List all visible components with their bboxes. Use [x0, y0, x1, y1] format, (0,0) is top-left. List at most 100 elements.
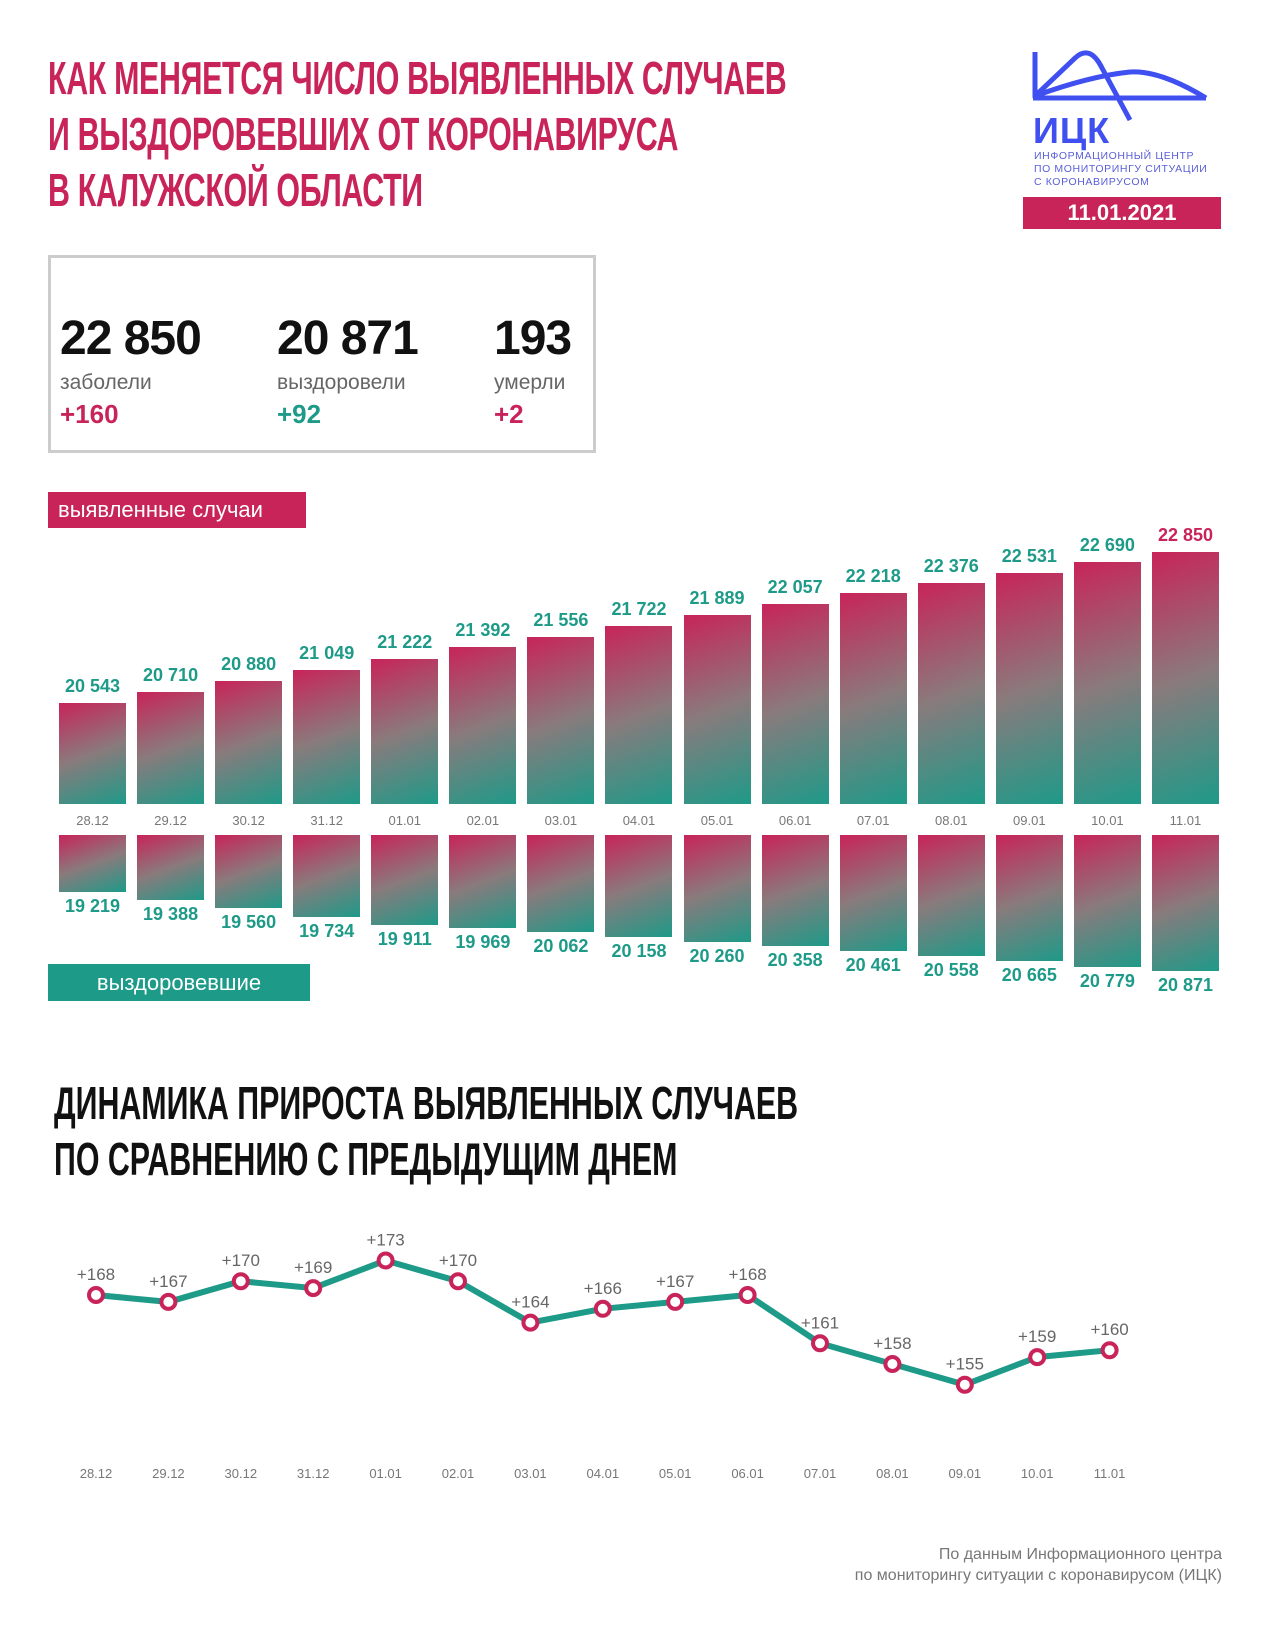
cases-bar	[1073, 562, 1141, 804]
x-axis-date-label: 09.01	[949, 1466, 982, 1481]
page-title: КАК МЕНЯЕТСЯ ЧИСЛО ВЫЯВЛЕННЫХ СЛУЧАЕВ И …	[48, 50, 787, 218]
point-value-label: +155	[946, 1355, 984, 1374]
date-label: 05.01	[700, 813, 734, 828]
recovered-value-label: 20 665	[1001, 965, 1057, 986]
recovered-bar	[59, 835, 126, 892]
recovered-value-label: 20 558	[923, 960, 979, 980]
recovered-bar	[605, 835, 673, 937]
stat-value: 20 871	[277, 312, 419, 365]
x-axis-date-label: 05.01	[659, 1466, 692, 1481]
recovered-value-label: 20 158	[611, 940, 667, 961]
cases-bar	[761, 603, 829, 804]
point-value-label: +159	[1018, 1327, 1056, 1346]
data-point-marker	[449, 1272, 467, 1291]
date-label: 10.01	[1091, 813, 1124, 828]
stat-delta: +2	[494, 399, 524, 429]
summary-box: 22 850 заболели +160 20 871 выздоровели …	[48, 255, 596, 453]
cases-bar	[371, 658, 439, 804]
cases-bar	[917, 583, 985, 804]
recovered-bar	[137, 835, 205, 901]
data-point-marker	[593, 1299, 612, 1318]
x-axis-date-label: 31.12	[297, 1466, 330, 1481]
cases-value-label: 21 722	[611, 598, 667, 619]
cases-bar	[59, 703, 126, 804]
point-value-label: +160	[1090, 1320, 1128, 1339]
x-axis-date-label: 01.01	[369, 1466, 402, 1481]
cases-value-label: 21 049	[299, 642, 355, 663]
recovered-value-label: 19 219	[64, 896, 121, 916]
date-badge: 11.01.2021	[1023, 197, 1221, 229]
data-point-marker	[231, 1272, 250, 1291]
data-point-marker	[883, 1355, 902, 1373]
x-axis-date-label: 06.01	[731, 1466, 764, 1481]
recovered-bar	[995, 835, 1063, 962]
x-axis-date-label: 03.01	[514, 1466, 547, 1481]
recovered-bar	[839, 835, 907, 952]
point-value-label: +164	[511, 1293, 549, 1312]
point-value-label: +166	[584, 1279, 622, 1298]
stat-recovered: 20 871 выздоровели +92	[277, 312, 419, 430]
section-title-line-2: ПО СРАВНЕНИЮ С ПРЕДЫДУЩИМ ДНЕМ	[54, 1133, 678, 1185]
logo-text: ИЦК	[1033, 110, 1111, 151]
title-line-2: И ВЫЗДОРОВЕВШИХ ОТ КОРОНАВИРУСА	[48, 108, 679, 160]
title-line-3: В КАЛУЖСКОЙ ОБЛАСТИ	[48, 164, 423, 216]
point-value-label: +168	[728, 1265, 766, 1284]
data-point-marker	[1100, 1341, 1119, 1360]
recovered-value-label: 20 779	[1079, 970, 1135, 991]
line-chart: +168 28.12 +167 29.12 +170 30.12 +169 31.12 +173…	[77, 1231, 1129, 1482]
recovered-bar	[1073, 835, 1141, 967]
data-point-marker	[159, 1292, 178, 1311]
cases-bar	[449, 647, 517, 804]
title-line-1: КАК МЕНЯЕТСЯ ЧИСЛО ВЫЯВЛЕННЫХ СЛУЧАЕВ	[48, 52, 787, 104]
stat-label: умерли	[494, 371, 566, 394]
date-label: 02.01	[466, 813, 500, 828]
recovered-value-label: 19 560	[221, 912, 277, 933]
point-value-label: +168	[77, 1265, 115, 1284]
cases-bar	[1151, 552, 1219, 804]
data-point-marker	[376, 1251, 395, 1270]
stat-delta: +160	[60, 399, 119, 429]
point-value-label: +173	[366, 1231, 404, 1250]
recovered-value-label: 20 062	[533, 936, 589, 957]
cases-bar	[137, 692, 205, 804]
recovered-bar	[1151, 835, 1219, 971]
cases-bar	[527, 636, 595, 804]
cases-value-label: 21 392	[455, 620, 511, 641]
recovered-bar	[449, 835, 517, 928]
stat-delta: +92	[277, 399, 322, 429]
cases-value-label: 22 690	[1079, 535, 1135, 556]
date-label: 31.12	[310, 813, 343, 828]
logo-subtitle: ИНФОРМАЦИОННЫЙ ЦЕНТР ПО МОНИТОРИНГУ СИТУ…	[1034, 150, 1207, 189]
point-value-label: +169	[294, 1258, 332, 1277]
x-axis-date-label: 29.12	[152, 1466, 185, 1481]
data-point-marker	[304, 1279, 323, 1298]
recovered-value-label: 19 969	[455, 931, 511, 952]
recovered-bar	[293, 835, 361, 917]
point-value-label: +170	[439, 1251, 477, 1270]
recovered-bar	[527, 835, 595, 933]
section-title-line-1: ДИНАМИКА ПРИРОСТА ВЫЯВЛЕННЫХ СЛУЧАЕВ	[54, 1077, 799, 1129]
cases-bar	[215, 680, 283, 804]
cases-value-label: 22 218	[845, 566, 901, 587]
x-axis-date-label: 11.01	[1094, 1466, 1126, 1481]
date-label: 07.01	[856, 813, 890, 828]
date-label: 04.01	[622, 813, 656, 828]
x-axis-date-label: 04.01	[587, 1466, 620, 1481]
data-point-marker	[87, 1286, 105, 1304]
stat-value: 22 850	[60, 312, 202, 365]
data-point-marker	[811, 1334, 829, 1353]
cases-value-label: 21 889	[689, 587, 745, 608]
date-label: 28.12	[76, 813, 109, 828]
recovered-bar	[917, 835, 985, 956]
x-axis-date-label: 10.01	[1021, 1466, 1054, 1481]
x-axis-date-label: 30.12	[225, 1466, 258, 1481]
recovered-value-label: 20 871	[1157, 974, 1213, 995]
cases-bar	[839, 593, 907, 804]
point-value-label: +167	[149, 1272, 187, 1291]
logo-subtitle-line: С КОРОНАВИРУСОМ	[1034, 176, 1150, 188]
recovered-value-label: 19 911	[377, 929, 432, 950]
recovered-value-label: 20 461	[845, 955, 901, 976]
point-value-label: +170	[222, 1251, 260, 1270]
cases-value-label: 21 556	[533, 609, 589, 630]
date-label: 08.01	[934, 813, 968, 828]
